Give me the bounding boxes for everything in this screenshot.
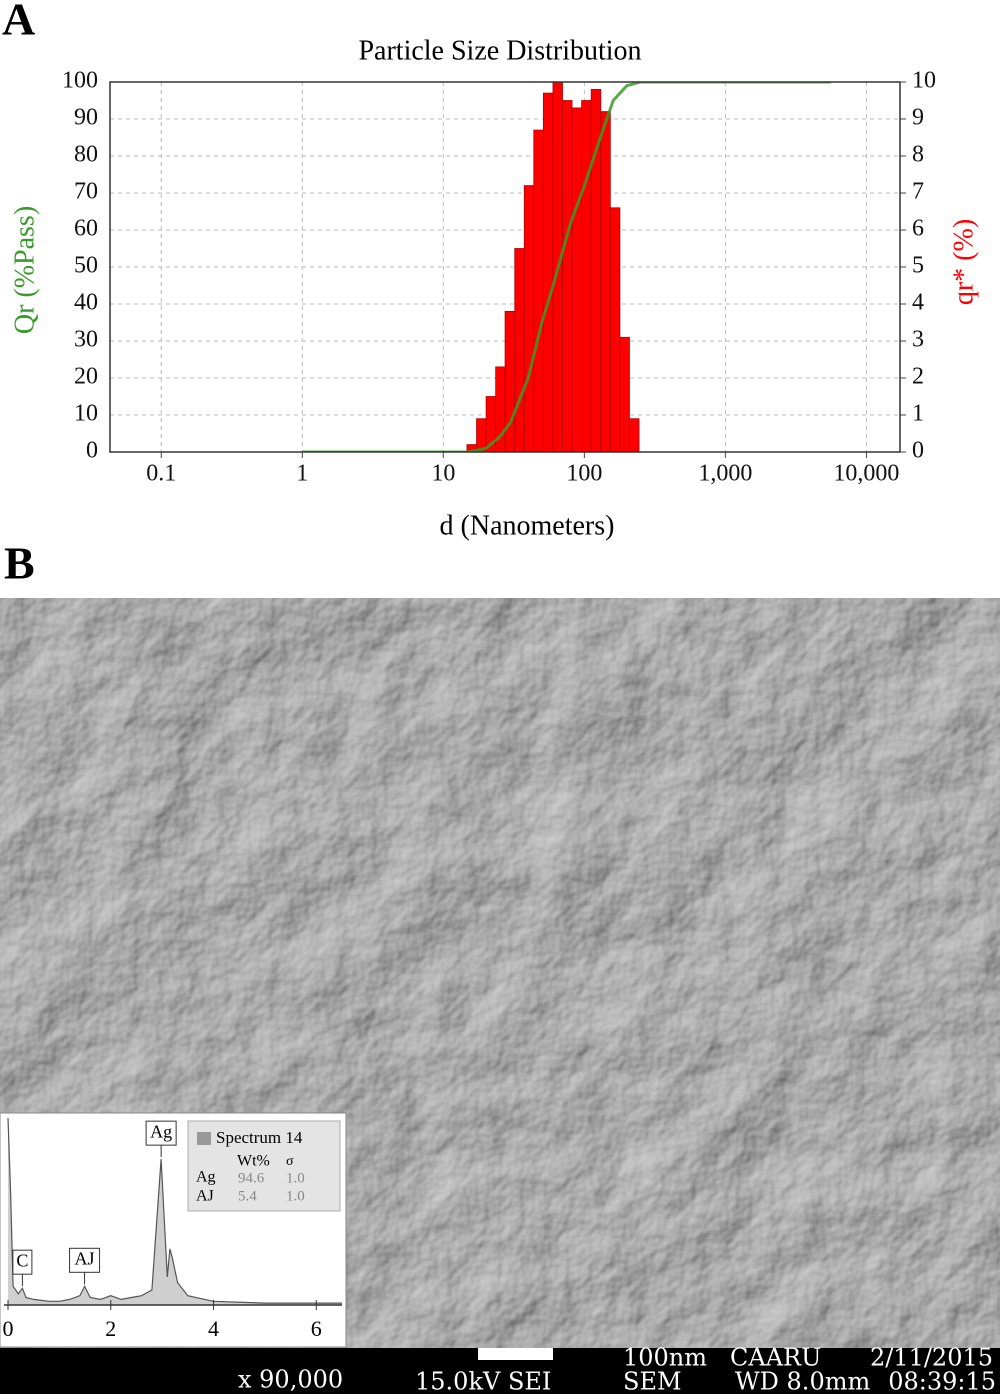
table-cell: 5.4	[238, 1188, 257, 1204]
peak-label: Ag	[150, 1121, 172, 1141]
peak-label-box	[12, 1249, 33, 1275]
legend-title: Spectrum 14	[216, 1128, 303, 1147]
time: 08:39:15	[888, 1368, 996, 1394]
table-header: σ	[286, 1154, 294, 1169]
panel-label: A	[2, 0, 35, 45]
scale-label: 100nm	[623, 1344, 707, 1372]
y2-tick-label: 1	[912, 401, 924, 427]
table-cell: 1.0	[286, 1188, 305, 1204]
cumulative-line	[302, 82, 831, 452]
bar	[514, 248, 525, 453]
bar	[619, 336, 630, 453]
y-tick-label: 0	[86, 438, 98, 464]
x-tick-label: 100	[566, 461, 602, 487]
y2-tick-label: 7	[912, 179, 924, 205]
bar	[629, 418, 640, 453]
y2-tick-label: 2	[912, 364, 924, 390]
y-tick-label: 90	[74, 105, 98, 131]
x-tick-label: 0.1	[146, 461, 176, 487]
y2-tick-label: 4	[912, 290, 924, 316]
table-header: Wt%	[237, 1153, 270, 1170]
y2-tick-label: 9	[912, 105, 924, 131]
y-tick-label: 30	[74, 327, 98, 353]
peak-label: C	[16, 1250, 28, 1270]
table-cell: 94.6	[238, 1170, 265, 1186]
x-tick-label: 1	[296, 461, 308, 487]
mode: SEM	[623, 1368, 682, 1394]
y-axis-title: Qr (%Pass)	[9, 206, 40, 334]
x-tick-label: 6	[311, 1316, 322, 1341]
y-tick-label: 40	[74, 290, 98, 316]
voltage: 15.0kV SEI	[415, 1368, 551, 1394]
lab: CAARU	[730, 1344, 821, 1372]
bar	[533, 129, 544, 453]
table-cell: Ag	[196, 1169, 216, 1186]
bar	[523, 185, 535, 453]
y-tick-label: 10	[74, 401, 98, 427]
date: 2/11/2015	[870, 1344, 993, 1372]
peak-label-box	[145, 1120, 177, 1146]
y2-tick-label: 6	[912, 216, 924, 242]
working-distance: WD 8.0mm	[735, 1368, 870, 1394]
bar	[542, 92, 554, 453]
y-tick-label: 20	[74, 364, 98, 390]
x-tick-label: 0	[3, 1316, 14, 1341]
bar	[609, 207, 621, 453]
y2-axis-title: qr* (%)	[948, 219, 979, 305]
bar	[504, 310, 516, 453]
x-tick-label: 4	[208, 1316, 219, 1341]
y2-tick-label: 5	[912, 253, 924, 279]
y2-tick-label: 0	[912, 438, 924, 464]
y2-tick-label: 8	[912, 142, 924, 168]
plot-area: 0.1 1 10 100 1,000 10,00001020304050607080901…	[62, 68, 936, 487]
y-tick-label: 100	[62, 68, 98, 94]
y-tick-label: 60	[74, 216, 98, 242]
eds-legend	[187, 1120, 341, 1212]
peak-label-box	[69, 1247, 101, 1273]
bar	[562, 100, 573, 453]
peak-label: AJ	[75, 1248, 95, 1268]
table-cell: AJ	[196, 1188, 214, 1205]
spectrum	[7, 1117, 342, 1304]
bar	[600, 111, 611, 453]
y2-tick-label: 3	[912, 327, 924, 353]
scale-bar	[478, 1348, 553, 1360]
y-tick-label: 80	[74, 142, 98, 168]
legend-swatch	[197, 1132, 211, 1145]
bar	[476, 418, 487, 453]
magnification: x 90,000	[238, 1366, 343, 1394]
plot-frame	[109, 81, 901, 453]
y2-tick-label: 10	[912, 68, 936, 94]
chart-title: Particle Size Distribution	[358, 35, 641, 66]
x-tick-label: 2	[105, 1316, 116, 1341]
x-tick-label: 1,000	[698, 461, 752, 487]
eds-chart: 0 2 4 6 C AJ Ag	[3, 1117, 342, 1341]
x-tick-label: 10,000	[833, 461, 899, 487]
x-axis-title: d (Nanometers)	[440, 510, 615, 541]
panel-label: B	[4, 538, 35, 589]
y-tick-label: 50	[74, 253, 98, 279]
bar	[571, 107, 583, 453]
y-tick-label: 70	[74, 179, 98, 205]
bar	[581, 100, 592, 453]
x-tick-label: 10	[431, 461, 455, 487]
table-cell: 1.0	[286, 1170, 305, 1186]
